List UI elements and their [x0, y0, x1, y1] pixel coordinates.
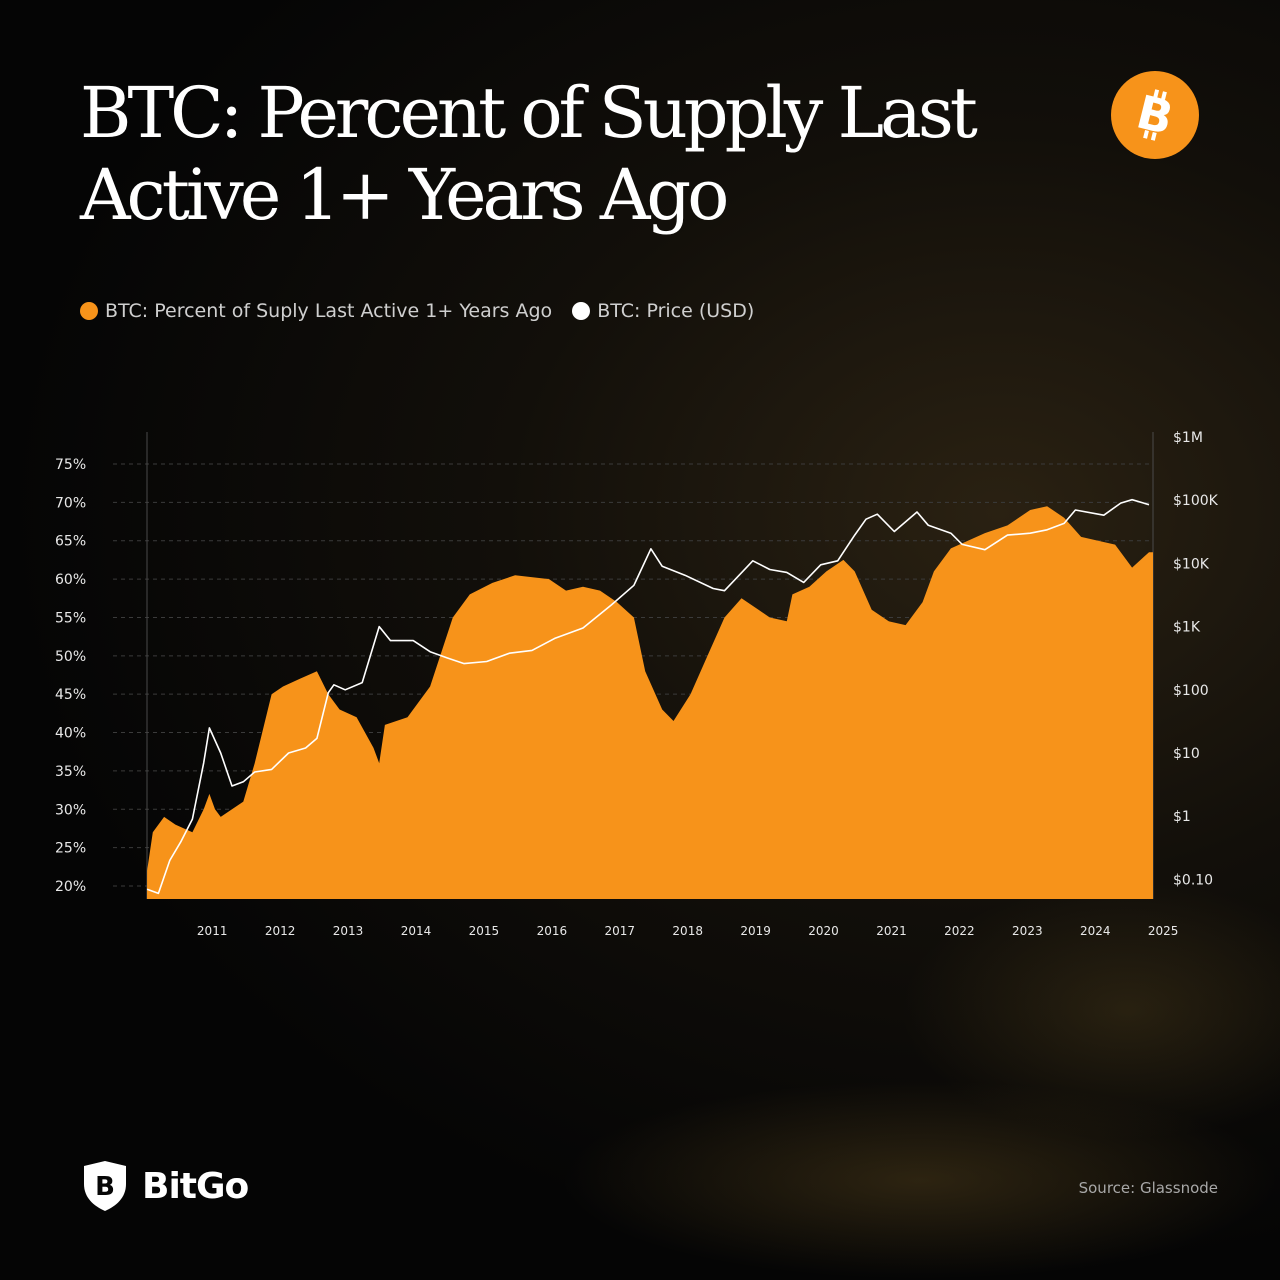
chart-title: BTC: Percent of Supply Last Active 1+ Ye… — [80, 72, 978, 236]
legend-item-supply: BTC: Percent of Suply Last Active 1+ Yea… — [80, 300, 552, 322]
y-right-tick-label: $10 — [1173, 746, 1200, 762]
y-right-tick-label: $0.10 — [1173, 872, 1213, 888]
y-left-tick-label: 60% — [55, 572, 86, 588]
x-tick-label: 2022 — [944, 924, 975, 938]
x-tick-label: 2014 — [401, 924, 432, 938]
y-right-tick-label: $1M — [1173, 430, 1203, 446]
x-tick-label: 2011 — [197, 924, 228, 938]
source-note: Source: Glassnode — [1078, 1179, 1218, 1197]
y-left-tick-label: 65% — [55, 534, 86, 550]
y-right-tick-label: $10K — [1173, 556, 1210, 572]
y-left-tick-label: 45% — [55, 687, 86, 703]
y-left-tick-label: 40% — [55, 726, 86, 742]
x-tick-label: 2024 — [1080, 924, 1111, 938]
x-tick-label: 2025 — [1148, 924, 1179, 938]
chart-legend: BTC: Percent of Suply Last Active 1+ Yea… — [80, 300, 768, 322]
svg-text:B: B — [1131, 85, 1178, 146]
y-left-tick-label: 35% — [55, 764, 86, 780]
y-right-tick-label: $100 — [1173, 683, 1209, 699]
y-left-tick-label: 55% — [55, 610, 86, 626]
x-tick-label: 2017 — [604, 924, 635, 938]
bitgo-shield-icon: B — [84, 1161, 126, 1211]
y-left-tick-label: 75% — [55, 457, 86, 473]
legend-swatch-white — [572, 302, 591, 320]
y-right-tick-label: $1 — [1173, 809, 1191, 825]
svg-text:B: B — [95, 1172, 115, 1202]
x-tick-label: 2013 — [333, 924, 364, 938]
y-right-tick-label: $100K — [1173, 493, 1219, 509]
x-tick-label: 2015 — [469, 924, 500, 938]
legend-label-supply: BTC: Percent of Suply Last Active 1+ Yea… — [105, 300, 553, 322]
chart-plot: 20% 25% 30% 35% 40% 45% 50% 55% 60% 65% 70% 75% $0.1… — [55, 430, 1219, 938]
legend-label-price: BTC: Price (USD) — [597, 300, 755, 322]
x-tick-label: 2021 — [876, 924, 907, 938]
x-tick-label: 2018 — [672, 924, 703, 938]
y-left-tick-label: 30% — [55, 802, 86, 818]
legend-item-price: BTC: Price (USD) — [572, 300, 754, 322]
x-tick-label: 2020 — [808, 924, 839, 938]
x-tick-label: 2016 — [537, 924, 568, 938]
x-tick-label: 2019 — [740, 924, 771, 938]
y-left-tick-label: 50% — [55, 649, 86, 665]
y-left-tick-label: 20% — [55, 879, 86, 895]
y-left-tick-label: 70% — [55, 495, 86, 511]
y-left-tick-label: 25% — [55, 841, 86, 857]
legend-swatch-orange — [80, 302, 98, 320]
price-line — [146, 498, 1150, 895]
bitcoin-icon: B — [1111, 71, 1199, 159]
supply-area — [147, 506, 1153, 899]
x-tick-label: 2023 — [1012, 924, 1043, 938]
y-right-tick-label: $1K — [1173, 620, 1201, 636]
x-tick-label: 2012 — [265, 924, 296, 938]
brand-name: BitGo — [142, 1166, 249, 1207]
